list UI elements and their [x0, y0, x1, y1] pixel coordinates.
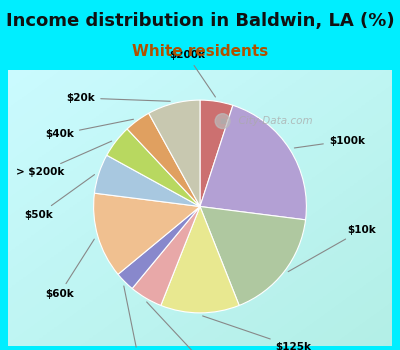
Text: $150k: $150k — [147, 302, 226, 350]
Text: $60k: $60k — [45, 239, 94, 299]
Text: $100k: $100k — [294, 135, 365, 148]
Text: $20k: $20k — [66, 93, 170, 103]
Wedge shape — [127, 113, 200, 206]
Text: $10k: $10k — [288, 225, 376, 272]
Text: City-Data.com: City-Data.com — [232, 117, 312, 126]
Wedge shape — [200, 105, 306, 220]
Wedge shape — [161, 206, 239, 313]
Wedge shape — [118, 206, 200, 288]
Text: > $200k: > $200k — [16, 141, 112, 177]
Text: $125k: $125k — [203, 316, 312, 350]
Circle shape — [215, 114, 230, 128]
Text: ■: ■ — [219, 118, 226, 124]
Wedge shape — [149, 100, 200, 206]
Wedge shape — [94, 193, 200, 274]
Wedge shape — [107, 129, 200, 206]
Text: Income distribution in Baldwin, LA (%): Income distribution in Baldwin, LA (%) — [6, 12, 394, 30]
Text: $50k: $50k — [24, 175, 94, 220]
Text: White residents: White residents — [132, 44, 268, 59]
Wedge shape — [200, 100, 233, 206]
Text: $200k: $200k — [169, 50, 216, 97]
Wedge shape — [200, 206, 306, 306]
Text: $40k: $40k — [45, 119, 134, 139]
Wedge shape — [94, 155, 200, 206]
Text: $75k: $75k — [124, 286, 153, 350]
Wedge shape — [132, 206, 200, 306]
